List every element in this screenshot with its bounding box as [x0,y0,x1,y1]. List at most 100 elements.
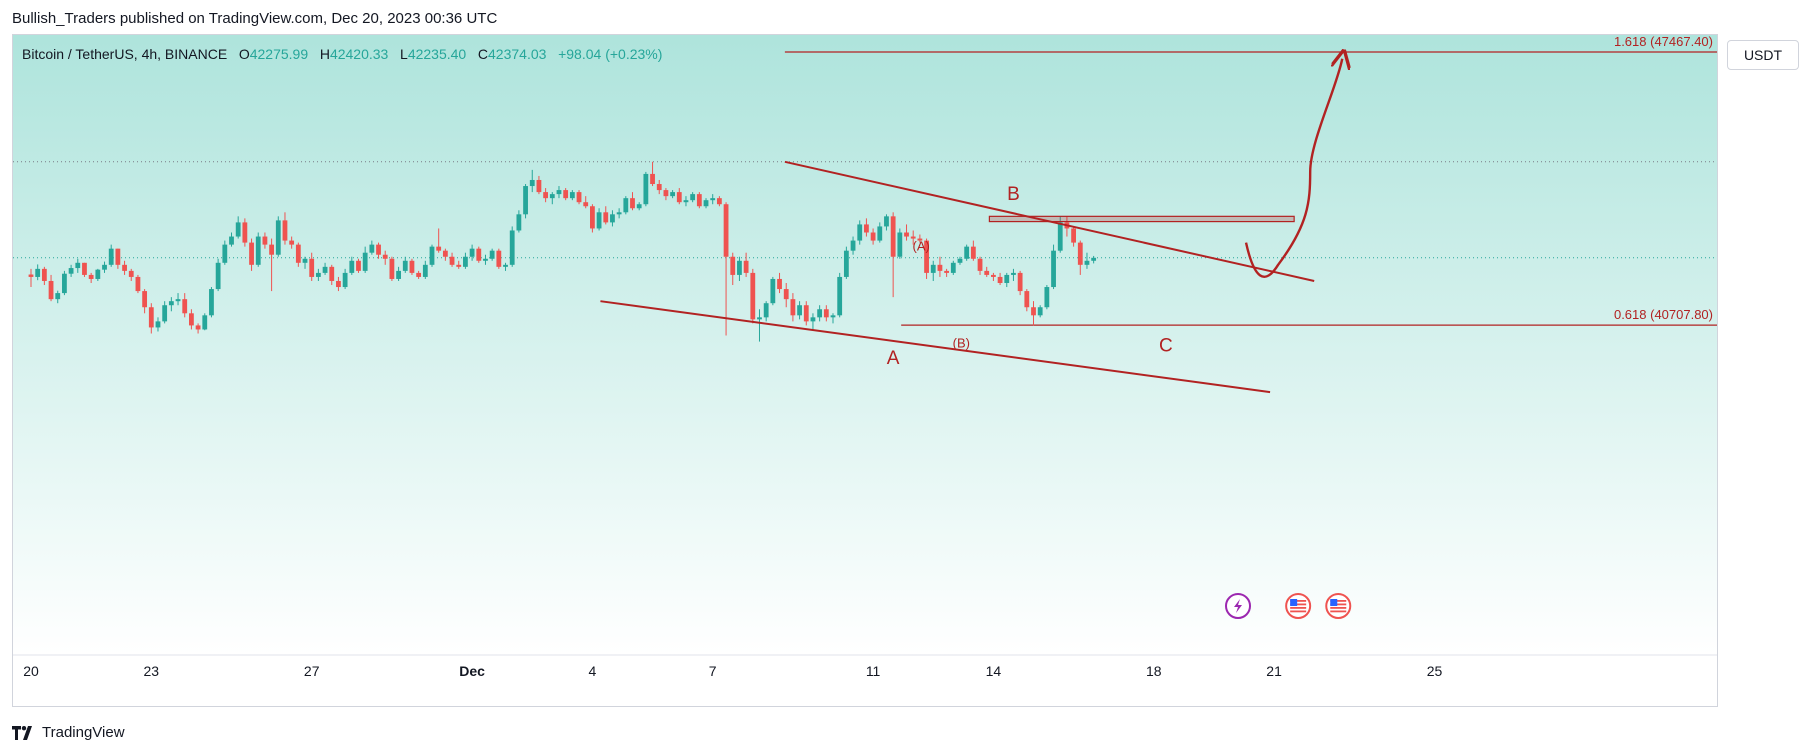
candle [703,198,709,209]
candle [783,283,789,308]
candle [1091,255,1097,264]
candle [302,256,308,269]
candle [1051,244,1056,290]
candle [910,230,916,245]
candle [315,268,321,281]
wave-label: (A) [913,239,930,254]
earnings-event-icon[interactable] [1225,593,1252,619]
candle [483,254,488,265]
candle [1044,285,1050,310]
candle [810,313,816,330]
candle [991,272,996,281]
close-label: C [477,46,489,62]
candle [616,208,622,219]
candle [984,266,990,277]
candle [1011,268,1016,281]
candle [663,188,669,201]
x-tick-label: 20 [23,663,39,679]
x-tick-label: 25 [1427,663,1443,679]
candle [262,232,268,249]
candle [222,240,228,265]
candle [122,260,127,275]
currency-button[interactable]: USDT [1727,40,1799,70]
plot-background [13,35,1717,655]
resistance-zone[interactable] [988,215,1295,223]
candle [737,256,742,281]
candle [1004,272,1010,288]
candle [523,184,528,219]
candle [62,270,67,296]
candle [108,244,114,267]
candle [696,192,702,209]
candle [843,246,849,279]
tradingview-logo[interactable]: TradingView [12,724,125,741]
candle [436,228,442,253]
us-economic-event-icon[interactable] [1325,593,1352,619]
candle [623,196,629,215]
open-label: O [238,46,250,62]
candle [1084,252,1090,269]
x-tick-label: 14 [986,663,1002,679]
candle [1057,216,1063,253]
candle [1024,289,1030,312]
fib-level-label: 1.618 (47467.40) [1614,35,1713,49]
candle [630,192,635,211]
candle [82,262,87,277]
candle [670,190,675,199]
candle [817,305,823,322]
candle [155,317,161,332]
candle [102,261,107,273]
candle [509,226,515,267]
candle [28,268,34,288]
candle [583,196,589,209]
candle [870,228,876,245]
candle [162,301,168,324]
candle [148,303,154,334]
candle [563,188,569,201]
candle [730,252,736,286]
candle [416,270,422,279]
candle [797,301,802,320]
candle [610,210,615,227]
low-label: L [400,46,408,62]
fib-level-label: 0.618 (40707.80) [1614,307,1713,322]
candle [710,194,716,205]
symbol-name[interactable]: Bitcoin / TetherUS, 4h, BINANCE [22,46,228,62]
chart-frame: 1.618 (47467.40) 0.618 (40707.80) A (A) (B) B… [12,34,1718,707]
candle [930,260,936,281]
candle [215,258,221,292]
candle [950,260,956,275]
candle [770,276,776,306]
candle [409,258,415,275]
candle [556,186,562,199]
candle [389,256,395,281]
candle [830,313,836,324]
candle [269,238,274,292]
candle [342,268,348,290]
price-chart[interactable]: 1.618 (47467.40) 0.618 (40707.80) A (A) (B) B… [13,35,1717,706]
candle [837,272,843,318]
candle [529,169,535,193]
candle [336,276,341,292]
candle [476,246,482,263]
candle [349,256,355,275]
candle [897,228,903,259]
candle [977,256,983,275]
candle [864,218,869,237]
candle [229,232,234,247]
candle [957,256,963,265]
candle [643,171,649,207]
candle [716,196,722,207]
candle [904,224,909,241]
candle [48,274,54,302]
lower-channel-trendline[interactable] [600,300,1271,394]
candle [115,248,121,269]
candle [189,309,194,330]
candle [182,293,188,318]
candle [964,244,970,261]
candle [95,268,101,281]
projection-arrow[interactable] [1244,59,1342,278]
candle [683,196,689,207]
x-tick-label: 27 [304,663,320,679]
us-economic-event-icon[interactable] [1285,593,1312,619]
